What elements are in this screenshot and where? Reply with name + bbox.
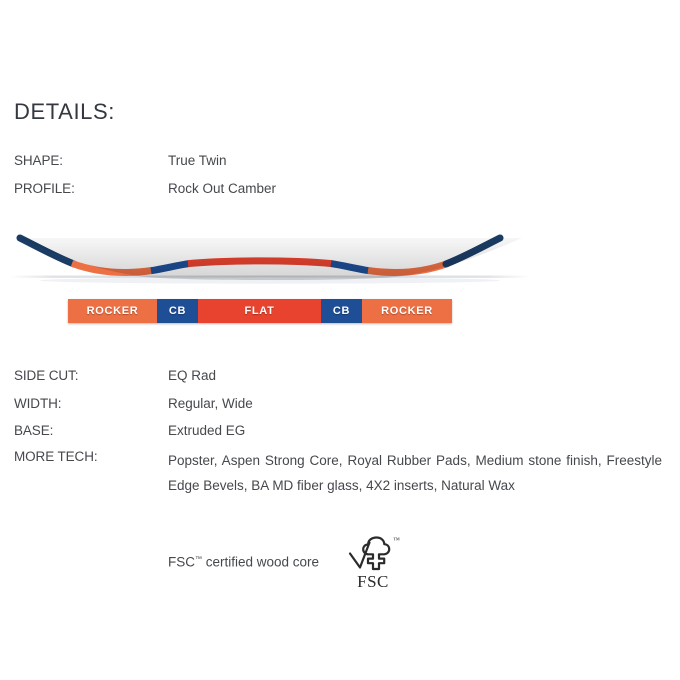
more-tech-text: Popster, Aspen Strong Core, Royal Rubber… [168, 453, 662, 493]
fsc-logo-icon: ™ FSC [348, 536, 400, 591]
ground-shadow [40, 277, 500, 284]
fsc-caption-prefix: FSC [168, 554, 195, 570]
legend-label-rocker-left: ROCKER [86, 305, 139, 317]
spec-value-width: Regular, Wide [168, 396, 253, 411]
board-shading [18, 238, 522, 280]
legend-segment-flat: FLAT [198, 299, 321, 323]
legend-segment-rocker-right: ROCKER [362, 299, 452, 323]
spec-label-width: WIDTH: [14, 396, 62, 411]
spec-label-more-tech: MORE TECH: [14, 449, 98, 464]
page-title: DETAILS: [14, 98, 115, 124]
legend-label-flat: FLAT [244, 305, 275, 317]
spec-label-base: BASE: [14, 423, 54, 438]
fsc-caption: FSC™ certified wood core [168, 551, 319, 572]
spec-label-shape: SHAPE: [14, 153, 63, 168]
legend-segment-cb-right: CB [321, 299, 362, 323]
spec-label-profile: PROFILE: [14, 181, 75, 196]
spec-value-more-tech: Popster, Aspen Strong Core, Royal Rubber… [168, 448, 662, 498]
spec-value-shape: True Twin [168, 153, 227, 168]
fsc-caption-suffix: certified wood core [202, 554, 320, 570]
legend-label-rocker-right: ROCKER [381, 305, 433, 317]
spec-value-base: Extruded EG [168, 423, 246, 438]
snowboard-profile-diagram [10, 234, 530, 284]
spec-value-profile: Rock Out Camber [168, 181, 277, 196]
fsc-certification-block: FSC™ certified wood core ™ FSC [168, 533, 401, 591]
profile-legend-bar: ROCKER CB FLAT CB ROCKER [68, 299, 452, 323]
fsc-trademark-symbol: ™ [195, 556, 202, 563]
fsc-logo-wordmark: FSC [357, 572, 389, 591]
legend-label-cb-left: CB [168, 305, 187, 317]
spec-value-side-cut: EQ Rad [168, 368, 217, 383]
spec-label-side-cut: SIDE CUT: [14, 368, 79, 383]
legend-label-cb-right: CB [332, 305, 351, 317]
board-body [16, 234, 522, 280]
legend-segment-cb-left: CB [157, 299, 198, 323]
legend-segment-rocker-left: ROCKER [68, 299, 157, 323]
fsc-logo-trademark: ™ [393, 536, 400, 544]
